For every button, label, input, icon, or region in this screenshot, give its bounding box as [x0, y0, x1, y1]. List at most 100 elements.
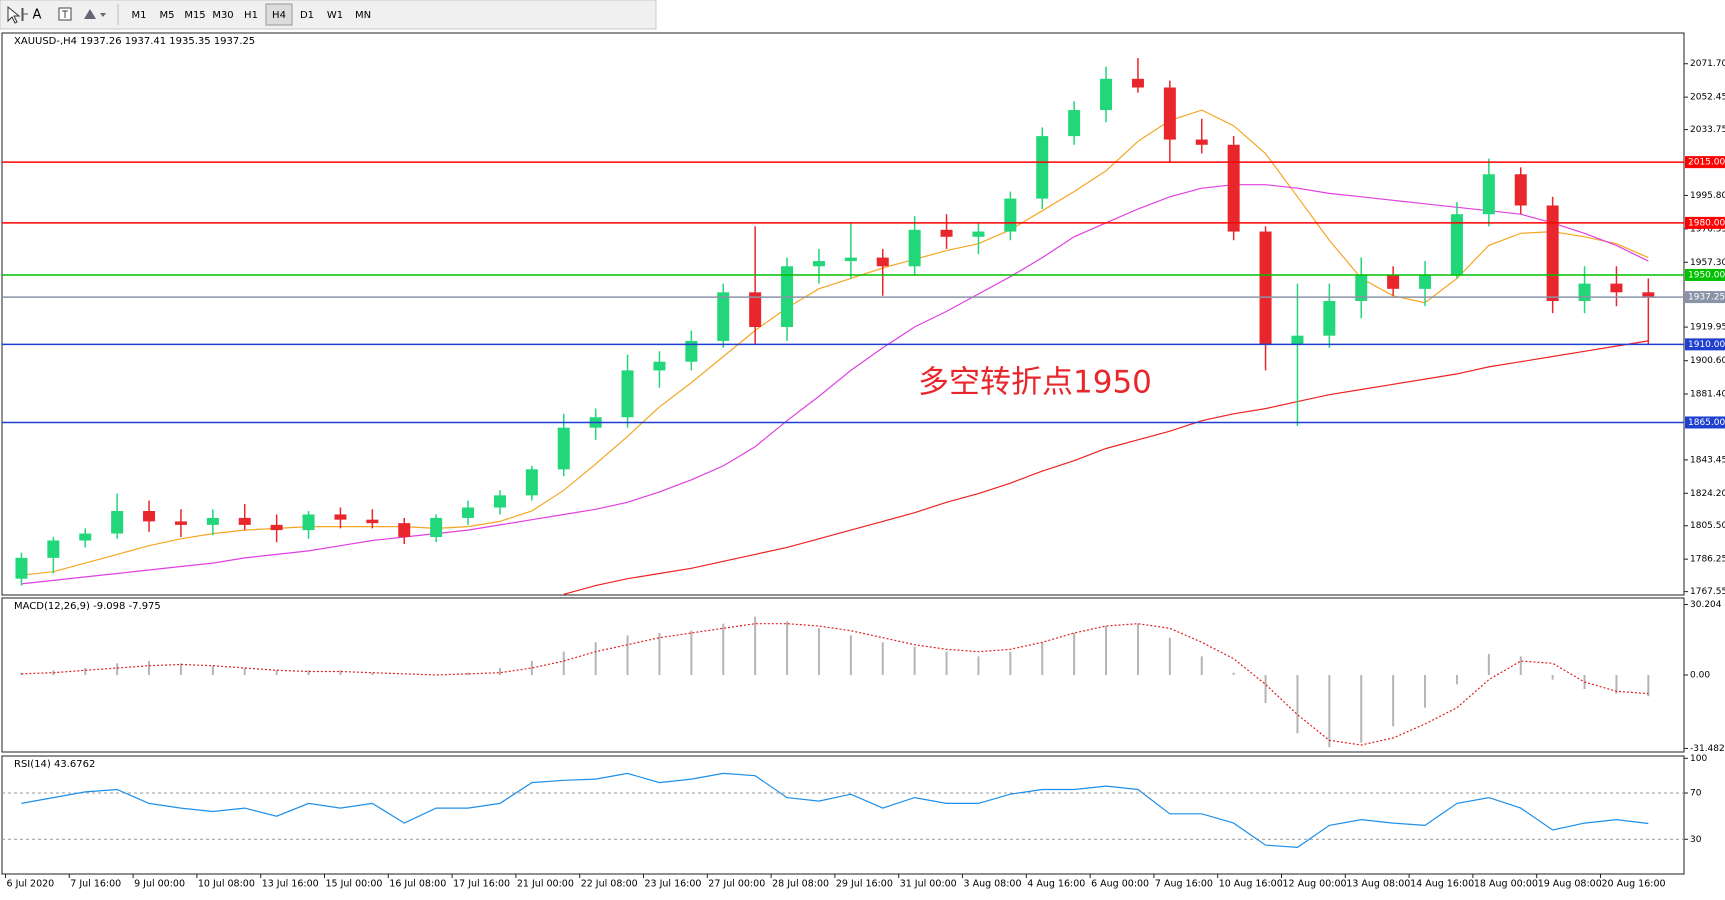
- x-tick-label: 28 Jul 08:00: [772, 879, 829, 890]
- y-tick-label: 1976.55: [1690, 224, 1725, 234]
- price-level-tag: [1685, 291, 1725, 304]
- timeframe-button[interactable]: M1: [132, 10, 147, 21]
- x-tick-label: 16 Jul 08:00: [389, 879, 446, 890]
- timeframe-button[interactable]: M15: [184, 10, 205, 21]
- candle-body: [1036, 136, 1049, 199]
- candle-body: [1068, 110, 1081, 137]
- candle-body: [1482, 174, 1495, 215]
- timeframe-button[interactable]: MN: [355, 10, 371, 21]
- y-tick-label: 0.00: [1690, 671, 1710, 681]
- timeframe-button[interactable]: D1: [300, 10, 314, 21]
- x-tick-label: 6 Jul 2020: [7, 879, 55, 890]
- candle-body: [1610, 283, 1623, 293]
- x-tick-label: 3 Aug 08:00: [964, 879, 1022, 890]
- candle-body: [1450, 214, 1463, 275]
- price-level-label: 1910.00: [1688, 340, 1725, 350]
- candle-body: [79, 533, 92, 541]
- shapes-tool[interactable]: [84, 9, 106, 19]
- candle-body: [908, 229, 921, 267]
- candle-body: [430, 517, 443, 538]
- candle-body: [15, 557, 28, 579]
- x-tick-label: 23 Jul 16:00: [645, 879, 702, 890]
- candle-body: [1642, 292, 1655, 298]
- y-tick-label: 100: [1690, 754, 1707, 764]
- panel-frame: [1, 755, 1685, 875]
- candle-body: [1195, 139, 1208, 145]
- rsi-line: [21, 772, 1649, 849]
- candle-body: [812, 261, 825, 267]
- candle-body: [270, 524, 283, 531]
- crosshair-tool[interactable]: [21, 8, 28, 21]
- x-tick-label: 9 Jul 00:00: [134, 879, 185, 890]
- timeframe-button[interactable]: W1: [327, 10, 343, 21]
- candle-body: [1419, 274, 1432, 289]
- y-tick-label: 1881.40: [1690, 390, 1725, 400]
- price-level-tag: [1685, 216, 1725, 229]
- x-tick-label: 12 Aug 00:00: [1283, 879, 1347, 890]
- candle-body: [1323, 300, 1336, 336]
- y-tick-label: 1824.20: [1690, 489, 1725, 499]
- timeframe-button[interactable]: M30: [212, 10, 233, 21]
- candle-body: [1355, 274, 1368, 301]
- candle-body: [302, 514, 315, 531]
- candle-body: [1578, 283, 1591, 301]
- moving-average: [21, 184, 1649, 585]
- x-tick-label: 15 Jul 00:00: [326, 879, 383, 890]
- price-level-label: 2015.00: [1688, 158, 1725, 168]
- candle-body: [462, 507, 475, 518]
- y-tick-label: 1767.55: [1690, 587, 1725, 597]
- y-tick-label: 2033.75: [1690, 125, 1725, 135]
- candle-body: [685, 340, 698, 362]
- x-tick-label: 31 Jul 00:00: [900, 879, 957, 890]
- x-tick-label: 14 Aug 16:00: [1410, 879, 1474, 890]
- candle-body: [111, 510, 124, 534]
- candle-body: [844, 257, 857, 262]
- price-level-tag: [1685, 338, 1725, 351]
- x-tick-label: 19 Aug 08:00: [1538, 879, 1602, 890]
- price-level-tag: [1685, 268, 1725, 281]
- y-tick-label: 30: [1690, 835, 1702, 845]
- candle-body: [1163, 87, 1176, 140]
- candle-body: [398, 523, 411, 538]
- label-tool-glyph: [62, 10, 68, 18]
- y-tick-label: 70: [1690, 789, 1702, 799]
- price-level-label: 1950.00: [1688, 270, 1725, 280]
- x-tick-label: 22 Jul 08:00: [581, 879, 638, 890]
- candle-body: [1259, 231, 1272, 345]
- candle-body: [1514, 174, 1527, 206]
- y-tick-label: 30.204: [1690, 600, 1722, 610]
- cursor-tool[interactable]: [7, 5, 21, 24]
- candle-body: [1131, 78, 1144, 88]
- candle-body: [1546, 205, 1559, 301]
- x-tick-label: 4 Aug 16:00: [1027, 879, 1085, 890]
- x-tick-label: 18 Aug 00:00: [1474, 879, 1538, 890]
- candle-body: [557, 427, 570, 470]
- candle-body: [876, 257, 889, 267]
- candle-body: [1291, 335, 1304, 345]
- price-level-label: 1980.00: [1688, 218, 1725, 228]
- candle-body: [972, 231, 985, 237]
- candle-body: [47, 540, 60, 558]
- candle-body: [174, 521, 187, 525]
- x-tick-label: 6 Aug 00:00: [1091, 879, 1149, 890]
- timeframe-button[interactable]: H4: [272, 10, 286, 21]
- text-tool[interactable]: A: [33, 8, 42, 23]
- y-tick-label: 1995.80: [1690, 191, 1725, 201]
- y-tick-label: 1805.50: [1690, 521, 1725, 531]
- panel-title: MACD(12,26,9) -9.098 -7.975: [14, 601, 161, 612]
- price-level-tag: [1685, 156, 1725, 169]
- annotation: 多空转折点1950: [918, 365, 1152, 401]
- y-tick-label: 2052.45: [1690, 93, 1725, 103]
- timeframe-button[interactable]: H1: [244, 10, 258, 21]
- candle-body: [366, 519, 379, 524]
- candle-body: [206, 517, 219, 525]
- candle-body: [749, 292, 762, 328]
- x-tick-label: 13 Aug 08:00: [1346, 879, 1410, 890]
- panel-frame: [1, 32, 1685, 596]
- x-tick-label: 21 Jul 00:00: [517, 879, 574, 890]
- x-tick-label: 27 Jul 00:00: [708, 879, 765, 890]
- x-tick-label: 10 Jul 08:00: [198, 879, 255, 890]
- timeframe-button[interactable]: M5: [160, 10, 175, 21]
- candle-body: [238, 517, 251, 525]
